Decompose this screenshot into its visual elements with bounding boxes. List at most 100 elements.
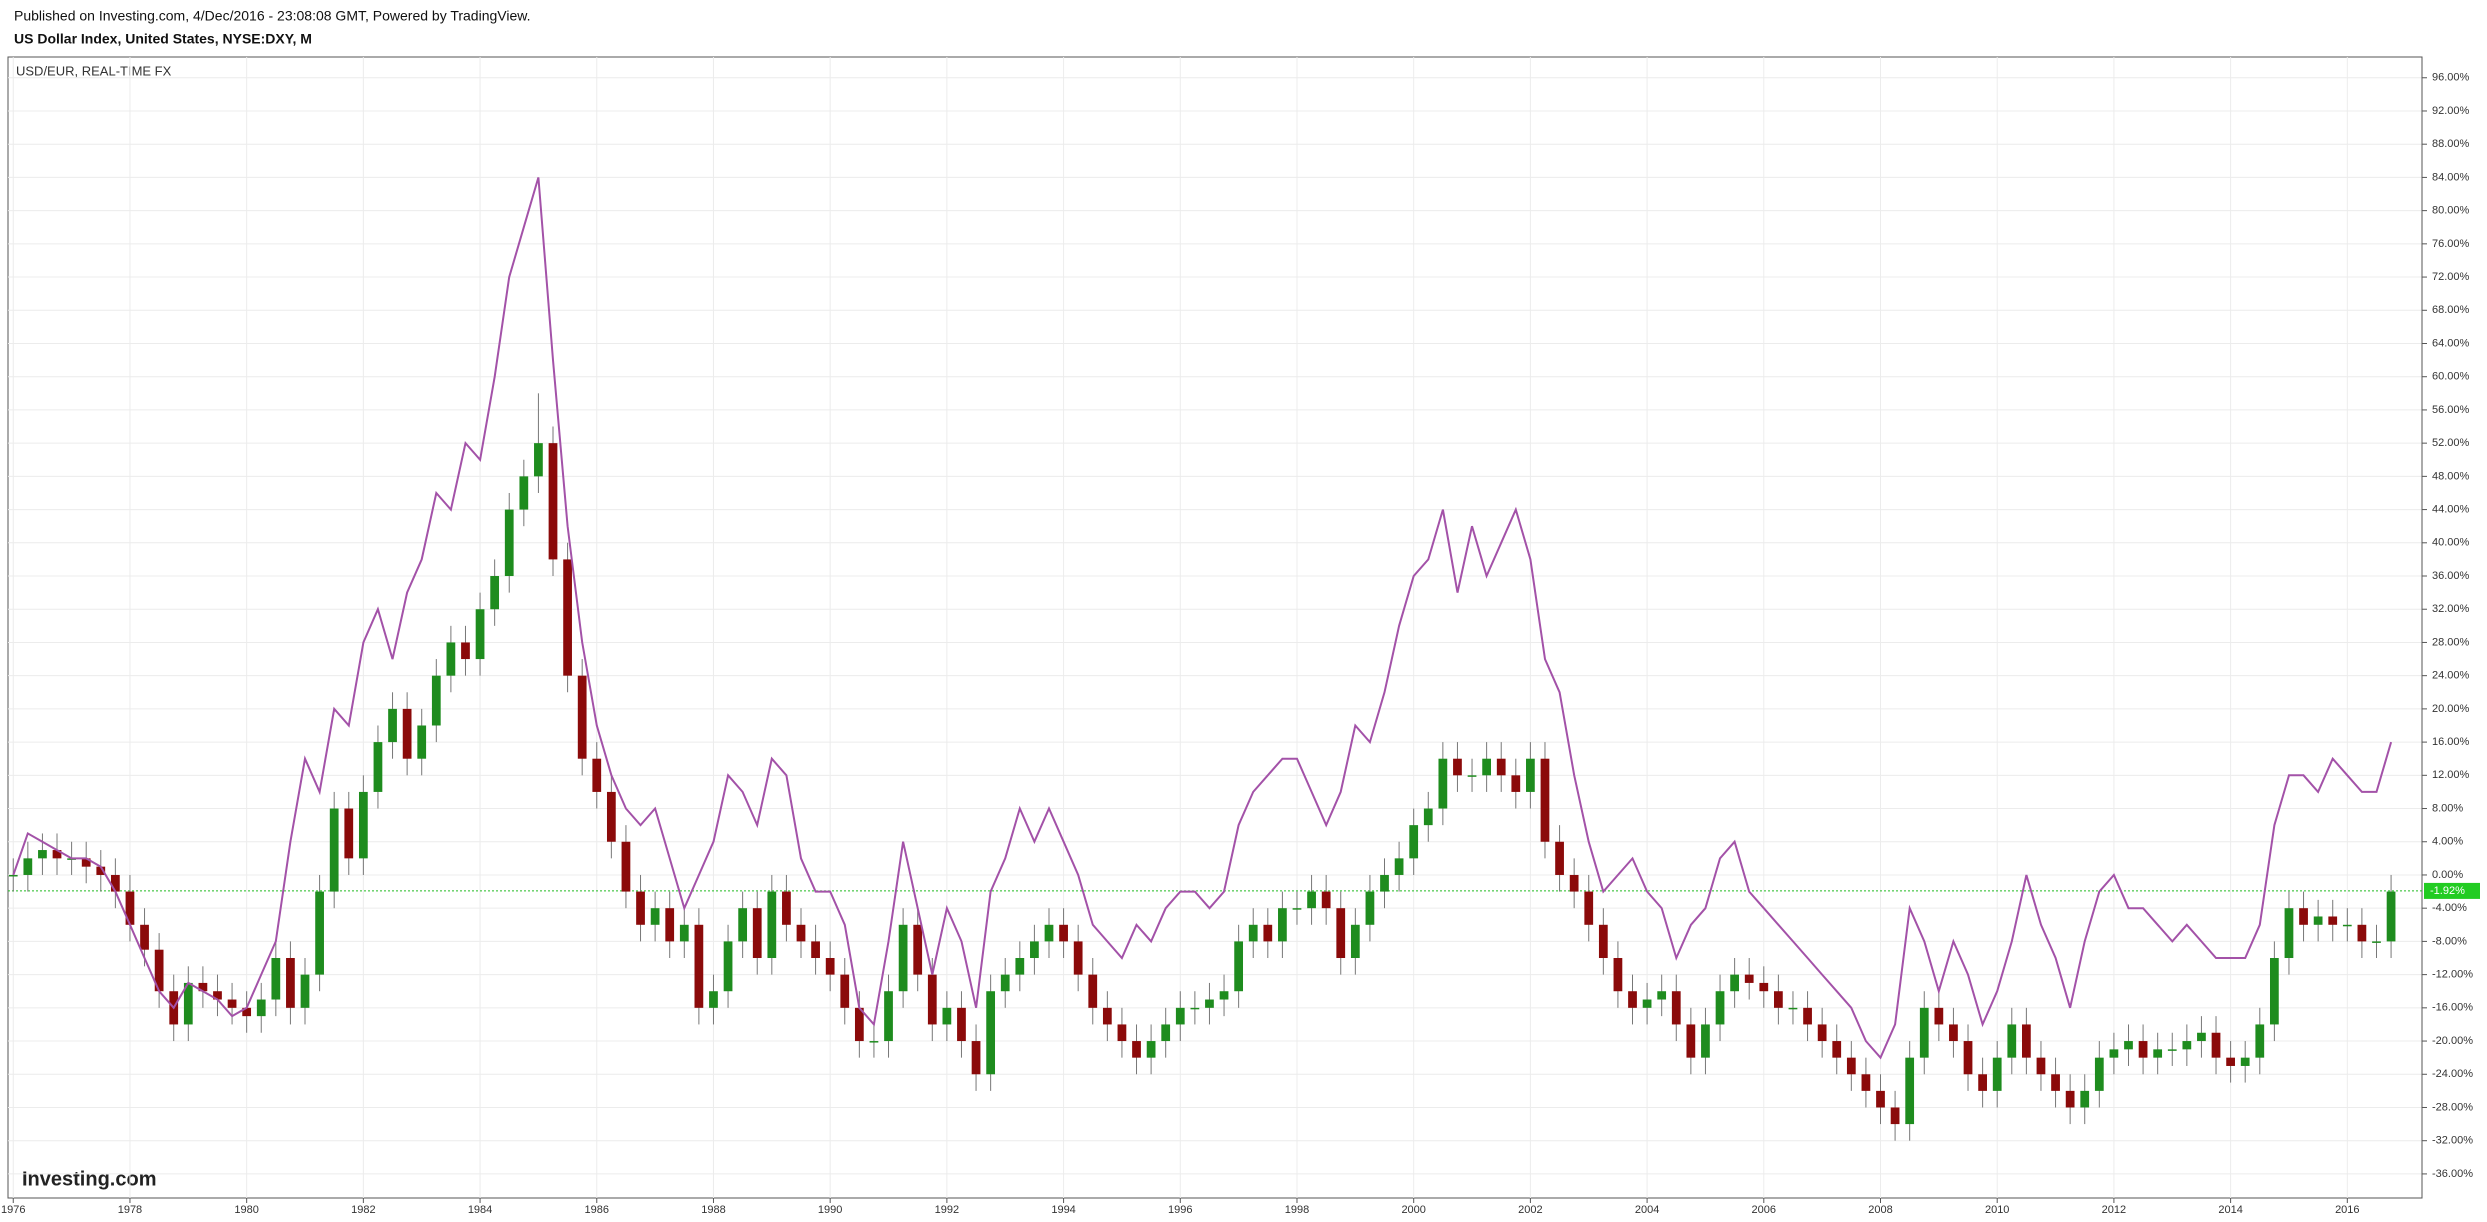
candle-body xyxy=(577,675,587,759)
x-tick-label: 1988 xyxy=(701,1204,725,1216)
candle-body xyxy=(2094,1057,2104,1091)
y-tick-label: 96.00% xyxy=(2432,72,2470,84)
y-tick-label: 56.00% xyxy=(2432,404,2470,416)
candle-body xyxy=(1671,991,1681,1025)
candle-body xyxy=(490,576,500,610)
x-tick-label: 2012 xyxy=(2102,1204,2126,1216)
candle-body xyxy=(1073,941,1083,975)
candle-body xyxy=(2299,908,2308,925)
candle-body xyxy=(2255,1024,2265,1058)
candle-body xyxy=(1919,1007,1929,1058)
x-tick-label: 2016 xyxy=(2335,1204,2359,1216)
candle-body xyxy=(927,974,937,1025)
y-tick-label: 72.00% xyxy=(2432,271,2470,283)
candle-body xyxy=(2313,916,2323,925)
y-tick-label: 16.00% xyxy=(2432,736,2470,748)
x-tick-label: 1996 xyxy=(1168,1204,1192,1216)
x-tick-label: 2010 xyxy=(1985,1204,2009,1216)
candle-body xyxy=(504,509,514,577)
y-tick-label: 4.00% xyxy=(2432,836,2463,848)
candle-body xyxy=(300,974,310,1008)
candle-body xyxy=(884,991,893,1042)
y-tick-label: -20.00% xyxy=(2432,1035,2473,1047)
x-tick-label: 2006 xyxy=(1752,1204,1776,1216)
candle-body xyxy=(1759,982,1769,992)
candle-body xyxy=(1715,991,1725,1025)
candle-body xyxy=(840,974,850,1008)
candle-body xyxy=(315,891,324,975)
candle-body xyxy=(1263,924,1273,942)
candle-body xyxy=(1015,958,1025,975)
candle-body xyxy=(1380,874,1389,892)
x-tick-label: 1976 xyxy=(1,1204,25,1216)
y-tick-label: 60.00% xyxy=(2432,371,2470,383)
candle-body xyxy=(1526,758,1535,792)
candle-body xyxy=(358,791,368,859)
candle-body xyxy=(752,908,762,959)
candle-body xyxy=(869,1041,879,1043)
candle-body xyxy=(417,725,427,759)
x-tick-label: 1994 xyxy=(1051,1204,1075,1216)
candle-body xyxy=(2022,1024,2031,1058)
candle-body xyxy=(446,642,456,676)
x-tick-label: 1982 xyxy=(351,1204,375,1216)
candle-body xyxy=(1876,1090,1885,1108)
candle-body xyxy=(898,924,908,992)
y-tick-label: 92.00% xyxy=(2432,105,2470,117)
y-tick-label: 8.00% xyxy=(2432,802,2463,814)
candle-body xyxy=(2226,1057,2235,1066)
candle-body xyxy=(1234,941,1244,992)
candle-body xyxy=(1905,1057,1915,1125)
candle-body xyxy=(1248,924,1258,942)
candle-body xyxy=(402,708,412,759)
candle-body xyxy=(1365,891,1375,925)
y-tick-label: -16.00% xyxy=(2432,1002,2473,1014)
y-tick-label: 80.00% xyxy=(2432,205,2470,217)
x-tick-label: 1986 xyxy=(585,1204,609,1216)
candle-body xyxy=(227,999,237,1008)
candle-body xyxy=(1409,825,1419,859)
candle-body xyxy=(811,941,820,959)
candle-body xyxy=(1744,974,1754,983)
y-tick-label: 48.00% xyxy=(2432,470,2470,482)
x-tick-label: 2008 xyxy=(1868,1204,1892,1216)
candle-body xyxy=(1642,999,1652,1008)
candle-body xyxy=(1190,1007,1200,1010)
candle-body xyxy=(971,1041,981,1075)
candle-body xyxy=(286,958,295,1008)
y-tick-label: 40.00% xyxy=(2432,537,2470,549)
candle-body xyxy=(1774,991,1783,1008)
candle-body xyxy=(1496,758,1506,776)
candle-body xyxy=(475,609,485,660)
candle-body xyxy=(1978,1074,1987,1091)
y-tick-label: -32.00% xyxy=(2432,1135,2473,1147)
last-value-box xyxy=(2424,882,2480,899)
candle-body xyxy=(1059,924,1068,942)
symbol-title: US Dollar Index, United States, NYSE:DXY… xyxy=(14,31,312,47)
x-tick-label: 1984 xyxy=(468,1204,492,1216)
last-value-label: -1.92% xyxy=(2430,885,2465,897)
candle-body xyxy=(2036,1057,2046,1075)
watermark: Investing.com xyxy=(22,1168,156,1190)
y-tick-label: 68.00% xyxy=(2432,304,2470,316)
candle-body xyxy=(636,891,645,925)
candle-body xyxy=(1292,908,1302,910)
y-tick-label: 88.00% xyxy=(2432,138,2470,150)
x-tick-label: 2014 xyxy=(2218,1204,2242,1216)
candle-body xyxy=(1278,908,1287,942)
candle-body xyxy=(592,758,602,792)
candle-body xyxy=(1175,1007,1185,1025)
candle-body xyxy=(110,874,120,892)
x-tick-label: 2002 xyxy=(1518,1204,1542,1216)
candle-body xyxy=(271,958,281,1000)
y-tick-label: 52.00% xyxy=(2432,437,2470,449)
candle-body xyxy=(1598,924,1608,959)
candle-body xyxy=(738,908,748,942)
y-tick-label: -12.00% xyxy=(2432,969,2473,981)
candle-body xyxy=(242,1007,252,1017)
candle-body xyxy=(373,742,383,792)
candle-body xyxy=(913,924,923,975)
y-tick-label: 64.00% xyxy=(2432,337,2470,349)
candle-body xyxy=(650,908,660,925)
candle-body xyxy=(942,1007,952,1025)
